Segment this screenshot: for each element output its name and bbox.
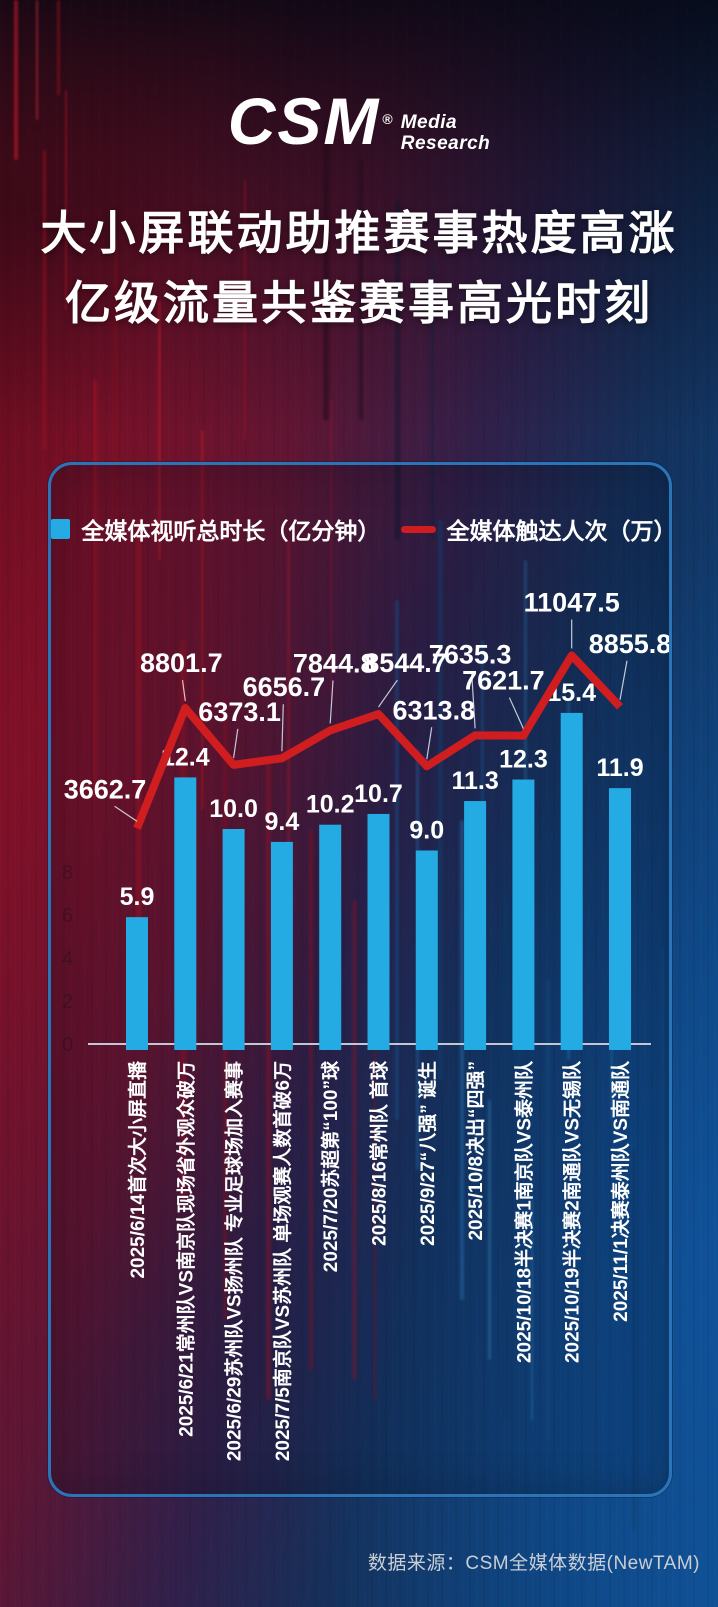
- line-value-label: 8801.7: [140, 648, 223, 678]
- category-label: 2025/9/27“八强” 诞生: [416, 1061, 439, 1246]
- bar-value-label: 9.0: [409, 817, 444, 845]
- reach-line: [133, 651, 623, 830]
- bar-value-label: 10.0: [209, 795, 258, 823]
- bar: [560, 712, 583, 1050]
- label-connector: [619, 660, 628, 700]
- csm-logo-subtitle: Media Research: [401, 112, 491, 154]
- line-value-label: 6656.7: [243, 672, 326, 702]
- label-connector: [508, 697, 524, 729]
- title-line-1: 大小屏联动助推赛事热度高涨: [40, 207, 678, 259]
- bar: [609, 788, 631, 1050]
- y-axis-tick-label: 0: [62, 1034, 73, 1056]
- bar-series-swatch-icon: [51, 519, 71, 539]
- bar-value-label: 12.3: [499, 746, 548, 774]
- category-label: 2025/11/1决赛泰州队VS南通队: [609, 1060, 632, 1322]
- category-label: 2025/6/14首次大小屏直播: [126, 1060, 149, 1279]
- line-value-label: 6373.1: [198, 697, 281, 727]
- title-line-2: 亿级流量共鉴赛事高光时刻: [65, 277, 653, 329]
- line-value-label: 6313.8: [393, 695, 476, 725]
- bar: [126, 917, 148, 1050]
- line-value-label: 11047.5: [524, 587, 620, 617]
- label-connector: [426, 727, 433, 760]
- y-axis-tick-label: 4: [62, 948, 73, 970]
- bar-value-label: 11.3: [451, 767, 498, 795]
- line-value-label: 7844.8: [293, 648, 376, 678]
- bar: [367, 813, 390, 1050]
- line-value-label: 7621.7: [462, 666, 545, 696]
- label-connector: [378, 679, 398, 708]
- y-axis-tick-label: 8: [62, 862, 73, 884]
- bar-value-label: 10.7: [354, 780, 403, 808]
- bar: [415, 850, 438, 1050]
- bar: [222, 829, 245, 1050]
- registered-mark-icon: ®: [382, 111, 395, 127]
- background-streak: [57, 0, 61, 95]
- category-label: 2025/7/20苏超第“100”球: [319, 1060, 342, 1272]
- label-connector: [233, 728, 239, 758]
- legend-item-bar-series: 全媒体视听总时长（亿分钟）: [51, 512, 381, 546]
- line-value-label: 3662.7: [64, 774, 147, 804]
- bar-value-label: 11.9: [596, 754, 643, 782]
- line-value-label: 8544.7: [364, 648, 447, 678]
- y-axis-tick-label: 6: [62, 905, 73, 927]
- category-label: 2025/10/18半决赛1南京队VS泰州队: [512, 1060, 535, 1363]
- label-connector: [181, 679, 186, 702]
- category-label: 2025/10/8决出“四强”: [464, 1061, 487, 1241]
- category-label: 2025/6/21常州队VS南京队现场省外观众破万: [174, 1061, 197, 1437]
- bar-value-label: 5.9: [120, 883, 155, 911]
- bar-value-label: 9.4: [265, 808, 300, 836]
- data-source-note: 数据来源：CSM全媒体数据(NewTAM): [367, 1553, 700, 1574]
- bar: [319, 824, 342, 1050]
- csm-logo-text: CSM ®: [227, 84, 395, 158]
- bar: [512, 779, 535, 1050]
- line-value-label: 8855.8: [589, 629, 669, 659]
- bar: [174, 777, 197, 1050]
- category-label: 2025/10/19半决赛2南通队VS无锡队: [561, 1060, 584, 1363]
- legend-label-bar-series: 全媒体视听总时长（亿分钟）: [81, 518, 381, 544]
- logo-research-label: Research: [400, 133, 491, 154]
- poster-title: 大小屏联动助推赛事热度高涨 亿级流量共鉴赛事高光时刻: [0, 198, 718, 338]
- csm-logo: CSM ® Media Research: [0, 86, 718, 156]
- bar: [464, 801, 487, 1050]
- logo-media-label: Media: [400, 112, 458, 133]
- line-series-swatch-icon: [400, 525, 436, 533]
- label-connector: [471, 671, 476, 729]
- y-axis-tick-label: 2: [62, 991, 73, 1013]
- label-connector: [281, 704, 284, 752]
- bar-value-label: 10.2: [306, 791, 355, 819]
- label-connector: [114, 805, 138, 822]
- chart-legend: 全媒体视听总时长（亿分钟） 全媒体触达人次（万）: [51, 512, 677, 546]
- line-value-label: 7635.3: [429, 639, 512, 669]
- category-label: 2025/6/29苏州队VS扬州队 专业足球场加入赛事: [223, 1061, 246, 1461]
- legend-item-line-series: 全媒体触达人次（万）: [400, 512, 677, 546]
- category-label: 2025/8/16常州队 首球: [368, 1060, 391, 1246]
- chart-panel: 8 6 4 2 0 5.9 12.4 10.0 9.4 10.2 10.7 9.0 11.3 12.3 15…: [48, 462, 677, 1497]
- legend-label-line-series: 全媒体触达人次（万）: [446, 518, 677, 544]
- bar: [270, 841, 293, 1050]
- label-connector: [329, 680, 334, 724]
- category-label: 2025/7/5南京队VS苏州队 单场观赛人数首破6万: [271, 1061, 294, 1461]
